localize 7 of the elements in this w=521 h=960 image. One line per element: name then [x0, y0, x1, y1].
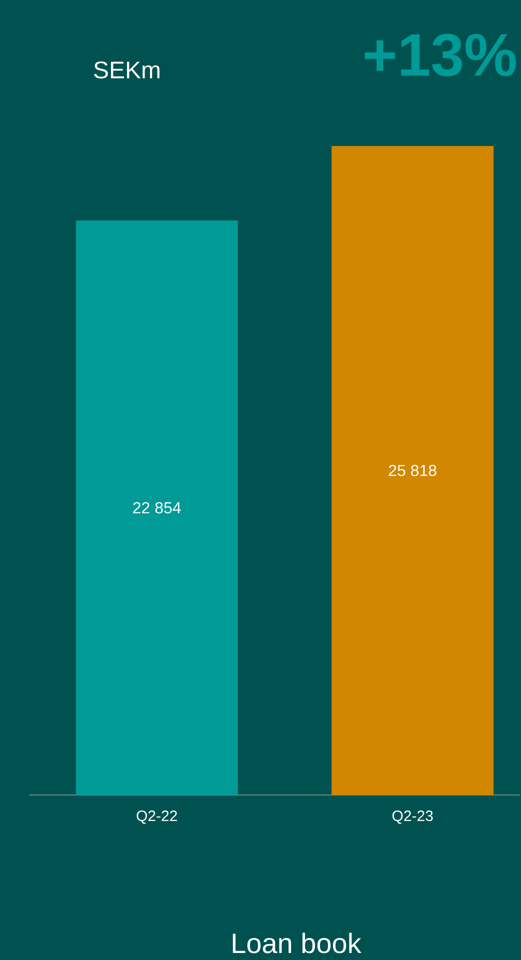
text: Loan book	[232, 932, 362, 954]
y-axis-title: SEKm	[94, 62, 160, 78]
data-label: 25 818	[388, 464, 436, 476]
text: +13%	[364, 34, 516, 76]
x-tick-label: Q2-22	[136, 810, 177, 824]
x-tick-label: Q2-23	[392, 810, 433, 824]
data-label: 22 854	[133, 502, 181, 514]
